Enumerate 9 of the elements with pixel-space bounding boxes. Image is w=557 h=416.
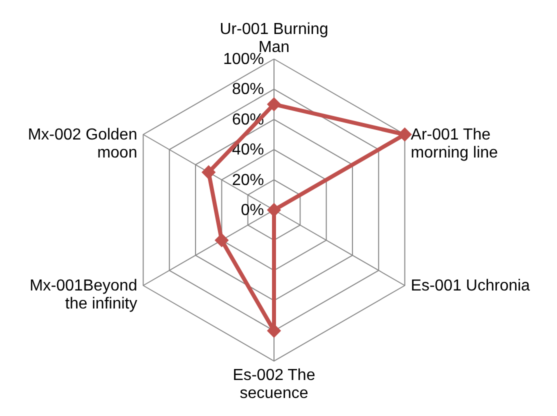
spoke-label: Es-002 The secuence bbox=[232, 367, 316, 402]
spoke-label: Mx-002 Golden moon bbox=[28, 126, 138, 162]
spoke-label: Ar-001 The morning line bbox=[410, 126, 498, 162]
spoke-label: Mx-001Beyond the infinity bbox=[30, 278, 138, 312]
y-tick-label: 20% bbox=[232, 172, 264, 189]
spoke-label: Es-001 Uchronia bbox=[410, 278, 530, 294]
y-tick-label: 0% bbox=[240, 202, 264, 219]
y-tick-label: 40% bbox=[232, 142, 264, 159]
y-tick-label: 80% bbox=[232, 81, 264, 98]
